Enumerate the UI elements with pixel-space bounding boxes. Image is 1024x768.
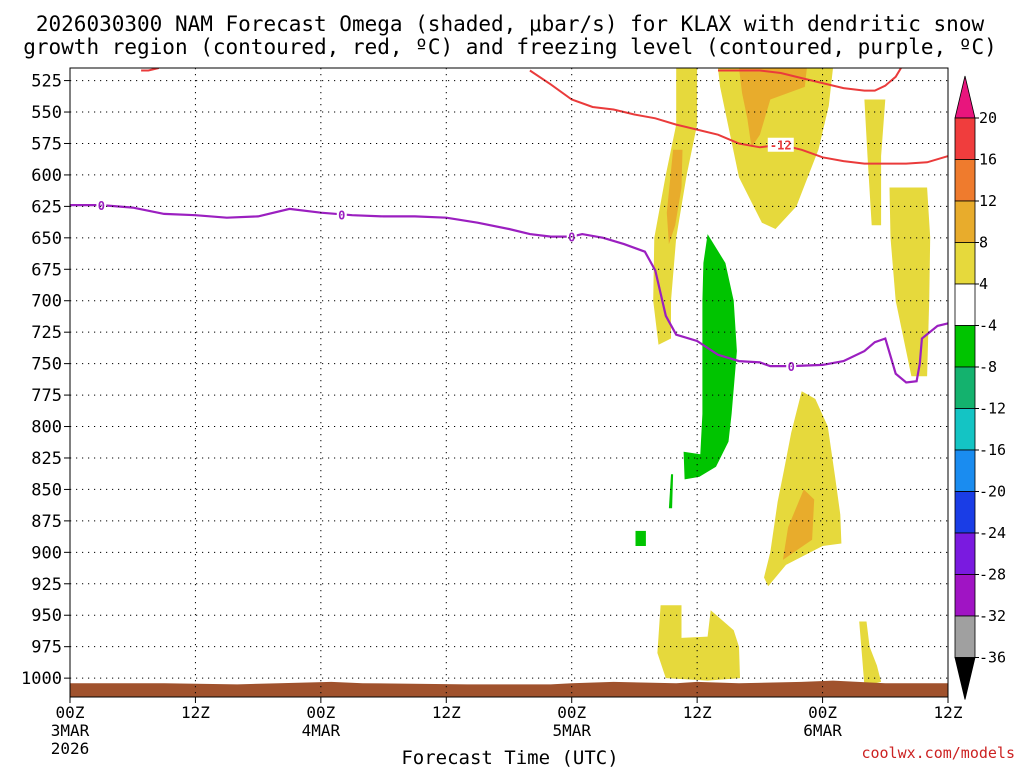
colorbar-segment-11: [954, 532, 976, 575]
grid-lines: [70, 68, 948, 697]
dgz-minus12-contour-left: [141, 68, 160, 72]
y-tick-label-550: 550: [31, 103, 62, 123]
credit-text: coolwx.com/models: [861, 744, 1015, 762]
plot-frame: [69, 67, 949, 698]
x-tick-date-4: 5MAR: [552, 721, 591, 740]
colorbar-segment-4: [954, 242, 976, 285]
chart-title-line2: growth region (contoured, red, ºC) and f…: [23, 35, 997, 59]
x-tick-label-5: 12Z: [683, 703, 712, 722]
y-tick-label-1000: 1000: [21, 669, 62, 689]
x-tick-label-7: 12Z: [934, 703, 963, 722]
omega-region-up-5: [889, 187, 931, 377]
dgz-minus12-contour-right: [718, 68, 902, 92]
y-tick-label-850: 850: [31, 480, 62, 500]
y-tick-label-525: 525: [31, 72, 62, 92]
x-tick-date-0: 3MAR: [51, 721, 90, 740]
freezing-label-bg-3: [786, 359, 797, 374]
x-axis-label: Forecast Time (UTC): [401, 747, 618, 768]
colorbar: 20 16 12 8 4 -4 -8 -12 -16 -20 -24 -28 -32 -36: [954, 75, 1006, 700]
plot-area: 0 0 0 0 -12: [70, 68, 948, 697]
y-tick-label-575: 575: [31, 134, 62, 154]
omega-region-up-8: [657, 605, 740, 681]
x-tick-label-2: 00Z: [306, 703, 335, 722]
y-tick-label-975: 975: [31, 638, 62, 658]
x-tick-label-0: 00Z: [56, 703, 85, 722]
freezing-level-label-2: 0: [568, 231, 575, 245]
colorbar-segment-2: [954, 159, 976, 202]
colorbar-label-4: 4: [979, 275, 988, 293]
omega-region-up-4: [864, 99, 886, 226]
freezing-level-contour: [70, 204, 948, 384]
colorbar-label-1: 16: [979, 151, 997, 169]
surface-terrain: [70, 680, 948, 697]
y-tick-label-600: 600: [31, 166, 62, 186]
colorbar-label-11: -28: [979, 566, 1006, 584]
y-tick-label-825: 825: [31, 449, 62, 469]
y-tick-label-900: 900: [31, 543, 62, 563]
colorbar-label-13: -36: [979, 649, 1006, 667]
colorbar-segment-5: [954, 283, 976, 326]
y-tick-label-775: 775: [31, 386, 62, 406]
colorbar-segment-8: [954, 408, 976, 451]
omega-region-down-10: [683, 234, 737, 480]
colorbar-segment-10: [954, 491, 976, 534]
colorbar-segment-3: [954, 200, 976, 243]
omega-region-up-7: [782, 489, 815, 560]
colorbar-label-6: -8: [979, 358, 997, 376]
colorbar-label-8: -16: [979, 441, 1006, 459]
plot-clipped: 0 0 0 0 -12: [70, 68, 948, 697]
colorbar-label-5: -4: [979, 317, 997, 335]
omega-region-up-1: [666, 149, 683, 245]
y-tick-label-925: 925: [31, 575, 62, 595]
y-tick-label-650: 650: [31, 229, 62, 249]
colorbar-label-0: 20: [979, 109, 997, 127]
colorbar-label-12: -32: [979, 607, 1006, 625]
colorbar-segment-12: [954, 574, 976, 617]
colorbar-segment-6: [954, 325, 976, 368]
y-tick-label-725: 725: [31, 323, 62, 343]
colorbar-segment-1: [954, 117, 976, 160]
y-tick-label-675: 675: [31, 260, 62, 280]
colorbar-label-9: -20: [979, 483, 1006, 501]
axes: 525 550 575 600 625 650 675 700 725 750 775 800 825 8…: [21, 67, 963, 758]
omega-region-down-12: [635, 530, 646, 546]
x-tick-label-4: 00Z: [557, 703, 586, 722]
y-tick-label-800: 800: [31, 418, 62, 438]
colorbar-top-triangle: [954, 75, 976, 119]
colorbar-label-10: -24: [979, 524, 1006, 542]
dgz-label-0: -12: [770, 139, 792, 153]
y-tick-label-625: 625: [31, 197, 62, 217]
x-tick-date-2: 4MAR: [302, 721, 341, 740]
y-tick-label-750: 750: [31, 355, 62, 375]
chart-title-line1: 2026030300 NAM Forecast Omega (shaded, μ…: [36, 12, 985, 36]
freezing-label-bg-1: [336, 207, 347, 222]
y-tick-label-950: 950: [31, 606, 62, 626]
freezing-level-label-3: 0: [788, 360, 795, 374]
x-tick-date-6: 6MAR: [803, 721, 842, 740]
colorbar-segment-7: [954, 366, 976, 409]
omega-region-down-11: [668, 474, 674, 509]
colorbar-label-7: -12: [979, 400, 1006, 418]
freezing-label-bg-0: [96, 198, 107, 213]
colorbar-segment-13: [954, 615, 976, 658]
x-tick-label-1: 12Z: [181, 703, 210, 722]
omega-region-up-9: [859, 621, 882, 686]
x-tick-year-0: 2026: [51, 739, 90, 758]
dgz-minus12-contour: [529, 69, 948, 165]
dgz-label-bg-0: [767, 137, 794, 152]
x-tick-label-3: 12Z: [432, 703, 461, 722]
freezing-level-label-0: 0: [98, 199, 105, 213]
colorbar-label-2: 12: [979, 192, 997, 210]
x-tick-label-6: 00Z: [808, 703, 837, 722]
colorbar-segment-9: [954, 449, 976, 492]
y-tick-label-875: 875: [31, 512, 62, 532]
y-tick-label-700: 700: [31, 292, 62, 312]
colorbar-bottom-triangle: [954, 657, 976, 700]
omega-region-up-3: [739, 68, 807, 148]
colorbar-label-3: 8: [979, 234, 988, 252]
freezing-level-label-1: 0: [338, 208, 345, 222]
omega-region-up-6: [764, 391, 842, 587]
